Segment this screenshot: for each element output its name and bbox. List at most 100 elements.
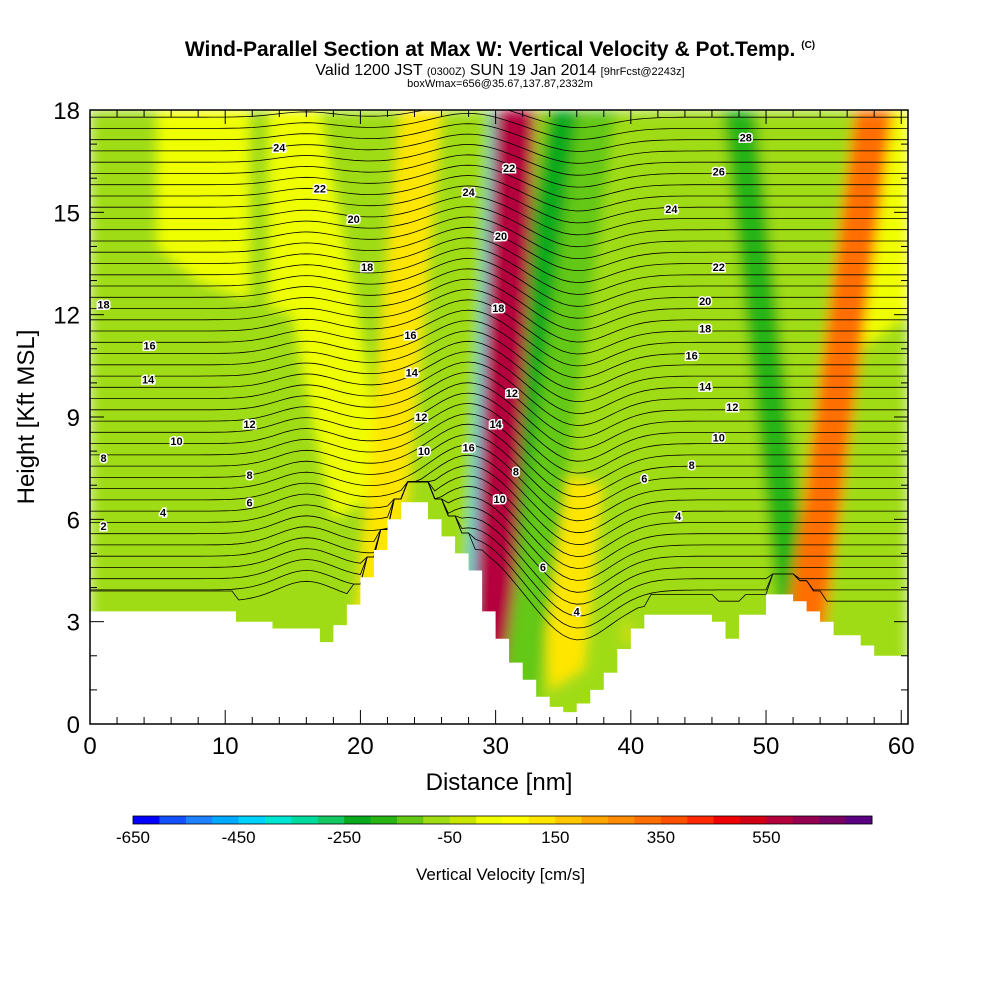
- theta-contour-label: 14: [699, 381, 712, 393]
- theta-contour-label: 12: [243, 419, 255, 431]
- colorbar-swatch: [449, 816, 477, 824]
- theta-contour-label: 16: [404, 330, 416, 342]
- chart-title: Wind-Parallel Section at Max W: Vertical…: [184, 38, 816, 61]
- theta-contour-line: [90, 164, 908, 200]
- theta-contour-line: [90, 268, 908, 319]
- theta-contour-label: 14: [142, 374, 155, 386]
- theta-contour-label: 18: [699, 323, 711, 335]
- y-tick-label: 9: [67, 405, 80, 432]
- theta-contours: [90, 110, 908, 641]
- colorbar-swatch: [687, 816, 715, 824]
- theta-contour-line: [90, 481, 908, 617]
- colorbar-swatch: [502, 816, 530, 824]
- colorbar-tick-label: 550: [752, 828, 780, 847]
- colorbar-tick-label: 350: [647, 828, 675, 847]
- theta-contour-line: [90, 392, 908, 462]
- y-tick-label: 15: [53, 200, 80, 227]
- theta-contour-label: 16: [143, 340, 155, 352]
- colorbar-swatch: [133, 816, 160, 824]
- terrain-surface: [90, 502, 908, 724]
- theta-contour-line: [90, 444, 908, 522]
- theta-contour-line: [90, 481, 908, 605]
- y-tick-label: 0: [67, 712, 80, 739]
- colorbar-swatch: [792, 816, 820, 824]
- colorbar-tick-label: -650: [116, 828, 150, 847]
- x-axis-label: Distance [nm]: [426, 769, 573, 796]
- theta-contour-label: 18: [492, 303, 504, 315]
- colorbar-tick-label: -50: [437, 828, 462, 847]
- theta-contour-line: [90, 481, 908, 629]
- theta-contour-label: 24: [665, 204, 678, 216]
- colorbar-swatch: [238, 816, 266, 824]
- colorbar-swatch: [660, 816, 688, 824]
- theta-contour-line: [90, 351, 908, 414]
- colorbar-swatch: [264, 816, 292, 824]
- theta-contour-line: [90, 195, 908, 236]
- x-tick-label: 30: [482, 733, 509, 760]
- colorbar-swatch: [396, 816, 424, 824]
- colorbar-swatch: [634, 816, 662, 824]
- theta-contour-line: [90, 371, 908, 438]
- theta-contour-label: 4: [675, 511, 682, 523]
- theta-contour-label: 12: [415, 412, 427, 424]
- theta-contour-label: 26: [713, 166, 725, 178]
- theta-contour-line: [90, 143, 908, 176]
- theta-contour-label: 16: [462, 443, 474, 455]
- theta-contour-line: [90, 402, 908, 474]
- theta-contour-line: [90, 361, 908, 426]
- y-tick-label: 6: [67, 507, 80, 534]
- theta-contour-label: 20: [348, 214, 360, 226]
- theta-contour-label: 10: [418, 446, 430, 458]
- theta-contour-line: [90, 481, 908, 581]
- theta-contour-line: [90, 206, 908, 248]
- theta-contour-line: [90, 154, 908, 188]
- theta-contour-line: [90, 309, 908, 367]
- theta-contour-label: 6: [540, 562, 546, 574]
- theta-contour-label: 6: [641, 473, 647, 485]
- y-tick-label: 3: [67, 610, 80, 637]
- y-tick-label: 18: [53, 98, 80, 125]
- theta-contour-line: [90, 278, 908, 331]
- theta-contour-label: 8: [513, 467, 519, 479]
- theta-contour-line: [90, 257, 908, 307]
- colorbar-swatch: [344, 816, 371, 824]
- colorbar: -650 -450 -250 -50 150 350 550 Vertical Velocit…: [116, 815, 873, 884]
- colorbar-tick-label: 150: [541, 828, 569, 847]
- theta-contour-line: [90, 434, 908, 510]
- theta-contour-line: [90, 423, 908, 498]
- x-tick-label: 0: [83, 733, 96, 760]
- colorbar-swatch: [212, 816, 239, 824]
- theta-contour-line: [90, 454, 908, 534]
- theta-contour-label: 10: [713, 432, 725, 444]
- theta-contour-line: [90, 481, 908, 569]
- x-tick-label: 10: [212, 733, 239, 760]
- theta-contour-label: 22: [713, 262, 725, 274]
- theta-contour-line: [90, 382, 908, 450]
- theta-contour-label: 4: [574, 606, 581, 618]
- chart-box-info: boxWmax=656@35.67,137.87,2332m: [407, 78, 593, 90]
- theta-contour-line: [90, 340, 908, 403]
- theta-contour-line: [90, 216, 908, 260]
- theta-contour-label: 2: [100, 521, 106, 533]
- colorbar-swatch: [185, 816, 213, 824]
- theta-contour-label: 8: [689, 460, 695, 472]
- theta-contour-line: [90, 226, 908, 272]
- theta-contour-label: 18: [361, 262, 373, 274]
- theta-contour-line: [90, 185, 908, 224]
- theta-contour-line: [90, 299, 908, 355]
- colorbar-swatch: [581, 816, 609, 824]
- theta-contour-label: 8: [100, 453, 106, 465]
- x-tick-label: 60: [888, 733, 915, 760]
- theta-contour-label: 20: [495, 231, 507, 243]
- colorbar-swatch: [159, 816, 187, 824]
- theta-contour-label: 10: [170, 436, 182, 448]
- colorbar-swatch: [608, 816, 635, 824]
- y-axis-label: Height [Kft MSL]: [13, 330, 40, 505]
- theta-contour-line: [90, 413, 908, 486]
- theta-contour-label: 22: [314, 183, 326, 195]
- velocity-band: [468, 110, 537, 724]
- velocity-band: [578, 110, 677, 724]
- theta-contour-line: [90, 237, 908, 283]
- theta-contour-label: 10: [494, 494, 506, 506]
